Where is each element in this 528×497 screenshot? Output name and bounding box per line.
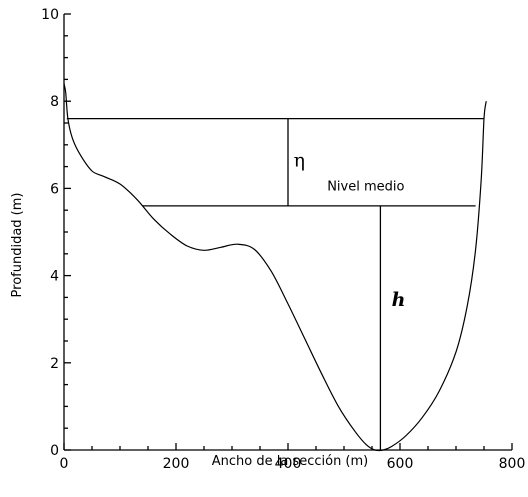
- x-tick-label-400: 400: [275, 456, 302, 472]
- annotations: η Nivel medio h: [66, 117, 484, 450]
- h-label: h: [392, 289, 406, 311]
- x-axis-label: Ancho de la sección (m): [212, 454, 369, 469]
- y-tick-label-2: 2: [50, 356, 59, 372]
- x-tick-label-800: 800: [499, 456, 526, 472]
- bed-profile-line-0: [63, 83, 487, 452]
- nivel-medio-label: Nivel medio: [327, 180, 404, 195]
- axes: [63, 14, 512, 451]
- y-tick-label-10: 10: [41, 7, 59, 23]
- y-axis-label: Profundidad (m): [10, 193, 25, 298]
- x-tick-label-600: 600: [387, 456, 414, 472]
- x-tick-label-200: 200: [163, 456, 190, 472]
- ticks: 0 200 400 600 800 0 2 4 6 8 10: [41, 7, 525, 472]
- y-tick-label-8: 8: [50, 94, 59, 110]
- y-tick-label-6: 6: [50, 181, 59, 197]
- x-tick-label-0: 0: [60, 456, 69, 472]
- y-tick-label-0: 0: [50, 443, 59, 459]
- eta-label: η: [294, 150, 305, 172]
- y-tick-label-4: 4: [50, 269, 59, 285]
- series: [63, 83, 487, 452]
